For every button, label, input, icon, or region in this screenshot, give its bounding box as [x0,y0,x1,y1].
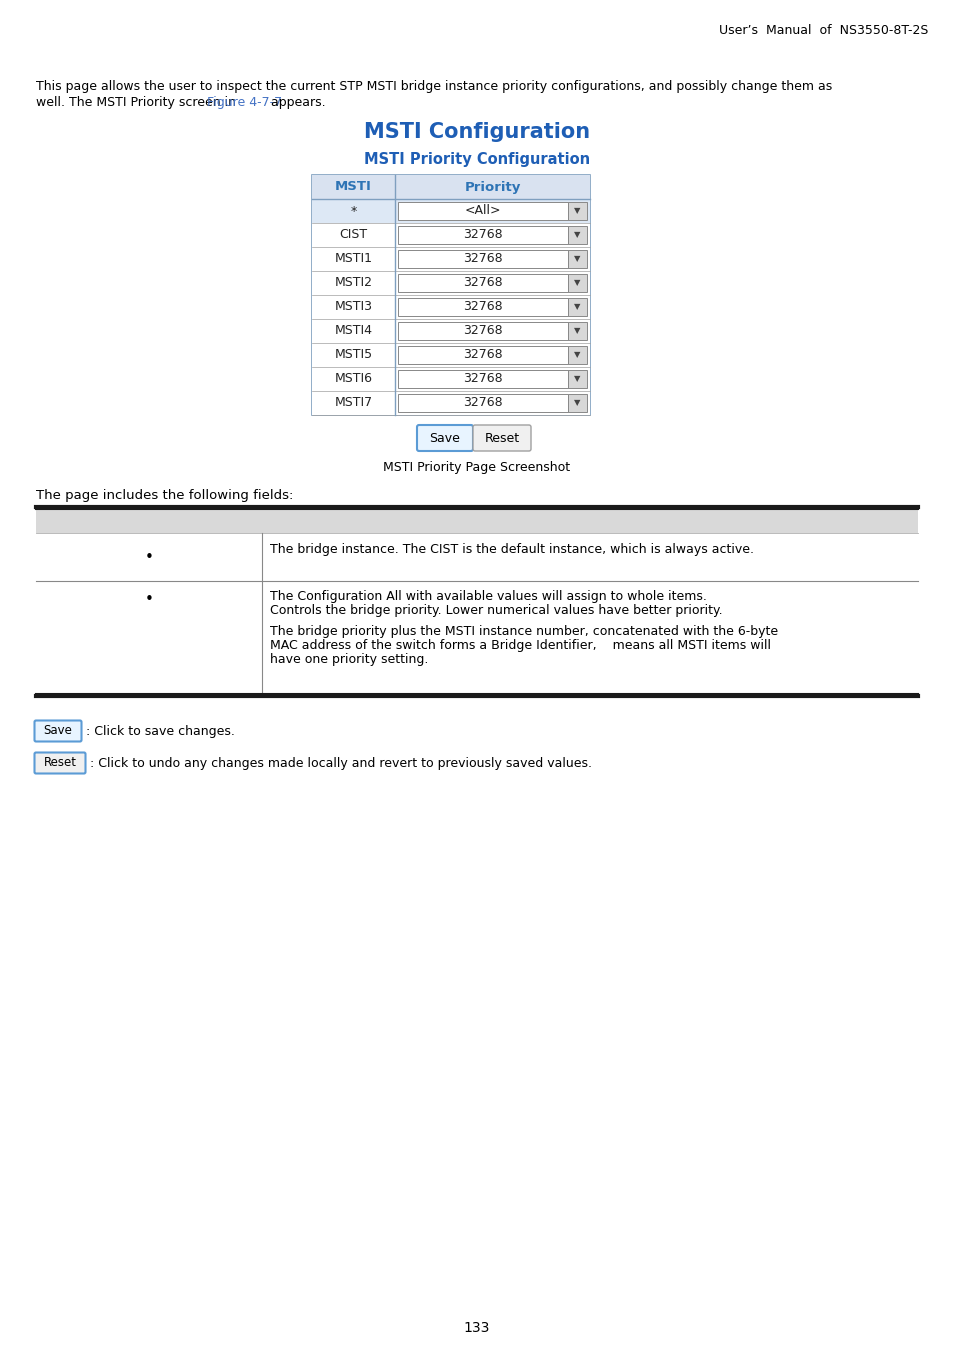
FancyBboxPatch shape [34,721,81,741]
Text: MSTI Configuration: MSTI Configuration [363,122,590,142]
Bar [567,370,586,387]
FancyBboxPatch shape [473,425,531,451]
Text: appears.: appears. [267,96,325,109]
Text: 32768: 32768 [463,228,502,242]
Text: Priority: Priority [464,181,520,193]
Bar [567,250,586,269]
Text: The page includes the following fields:: The page includes the following fields: [36,489,294,502]
Bar [312,176,589,414]
Text: 32768: 32768 [463,348,502,362]
Text: 32768: 32768 [463,252,502,266]
Bar [312,198,589,223]
Text: Controls the bridge priority. Lower numerical values have better priority.: Controls the bridge priority. Lower nume… [270,603,721,617]
Bar [312,176,589,198]
Bar [312,367,589,392]
Text: ▼: ▼ [574,374,580,383]
Bar [397,323,567,340]
Text: •: • [145,549,153,564]
Bar [567,225,586,244]
Text: : Click to undo any changes made locally and revert to previously saved values.: : Click to undo any changes made locally… [90,756,592,770]
Text: MSTI Priority Configuration: MSTI Priority Configuration [363,153,590,167]
Text: MSTI5: MSTI5 [335,348,373,362]
Text: MSTI3: MSTI3 [335,301,372,313]
Bar [567,298,586,316]
Text: MSTI Priority Page Screenshot: MSTI Priority Page Screenshot [383,460,570,474]
Bar [312,392,589,414]
Text: MAC address of the switch forms a Bridge Identifier,    means all MSTI items wil: MAC address of the switch forms a Bridge… [270,639,770,652]
Text: ▼: ▼ [574,231,580,239]
Bar [312,319,589,343]
Text: CIST: CIST [339,228,367,242]
Text: 133: 133 [463,1322,490,1335]
Text: Figure 4-7-7: Figure 4-7-7 [207,96,281,109]
Text: MSTI: MSTI [335,181,372,193]
Text: Reset: Reset [44,756,76,770]
Text: well. The MSTI Priority screen in: well. The MSTI Priority screen in [36,96,240,109]
Text: ▼: ▼ [574,327,580,336]
Text: •: • [145,591,153,606]
Text: The Configuration All with available values will assign to whole items.: The Configuration All with available val… [270,590,706,603]
Bar [397,202,567,220]
Bar [567,274,586,292]
Bar [397,346,567,365]
FancyBboxPatch shape [34,752,86,774]
Text: Save: Save [429,432,460,444]
Text: 32768: 32768 [463,277,502,289]
Bar [397,250,567,269]
Bar [567,202,586,220]
Text: have one priority setting.: have one priority setting. [270,653,428,666]
Text: The bridge instance. The CIST is the default instance, which is always active.: The bridge instance. The CIST is the def… [270,543,753,556]
Text: MSTI2: MSTI2 [335,277,372,289]
Bar [36,509,917,533]
Text: : Click to save changes.: : Click to save changes. [86,725,234,737]
Text: ▼: ▼ [574,255,580,263]
Text: *: * [350,204,356,217]
Text: 32768: 32768 [463,397,502,409]
Text: 32768: 32768 [463,324,502,338]
Text: <All>: <All> [464,204,500,217]
Bar [397,298,567,316]
Bar [397,274,567,292]
Bar [567,346,586,365]
Bar [397,225,567,244]
Bar [567,323,586,340]
Text: 32768: 32768 [463,301,502,313]
Text: MSTI6: MSTI6 [335,373,372,386]
Text: ▼: ▼ [574,398,580,408]
Text: MSTI4: MSTI4 [335,324,372,338]
Text: This page allows the user to inspect the current STP MSTI bridge instance priori: This page allows the user to inspect the… [36,80,831,93]
Text: MSTI1: MSTI1 [335,252,372,266]
Bar [397,394,567,412]
Text: User’s  Manual  of  NS3550-8T-2S: User’s Manual of NS3550-8T-2S [718,23,927,36]
FancyBboxPatch shape [416,425,473,451]
Bar [312,223,589,247]
Bar [397,370,567,387]
Text: ▼: ▼ [574,351,580,359]
Bar [312,271,589,296]
Text: 32768: 32768 [463,373,502,386]
Text: Save: Save [44,725,72,737]
Bar [312,296,589,319]
Text: MSTI7: MSTI7 [335,397,373,409]
Text: The bridge priority plus the MSTI instance number, concatenated with the 6-byte: The bridge priority plus the MSTI instan… [270,625,778,639]
Text: Reset: Reset [484,432,519,444]
Bar [567,394,586,412]
Bar [312,343,589,367]
Bar [312,247,589,271]
Text: ▼: ▼ [574,302,580,312]
Text: ▼: ▼ [574,207,580,216]
Text: ▼: ▼ [574,278,580,288]
